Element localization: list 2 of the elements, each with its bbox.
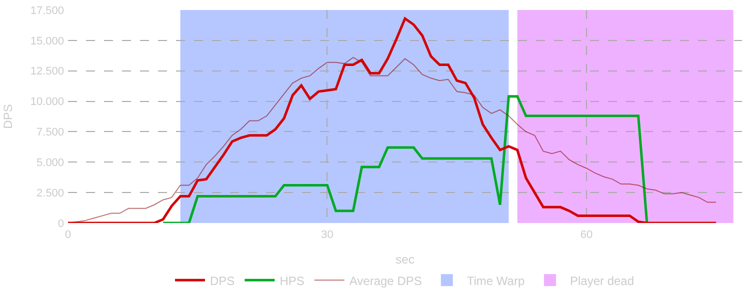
line-series: [162, 95, 648, 223]
line-series: [68, 17, 718, 223]
